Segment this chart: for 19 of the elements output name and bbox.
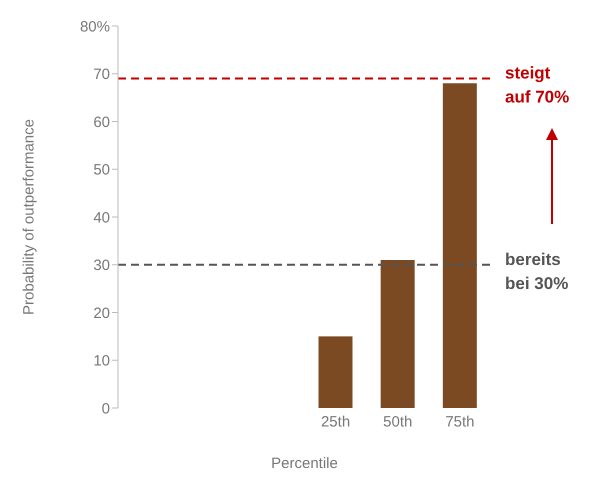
ref-line-label: bereits bei 30% (505, 250, 568, 293)
y-tick-label: 70 (93, 66, 110, 84)
ref-line-label: steigt auf 70% (505, 64, 570, 107)
x-tick-label: 25th (320, 414, 350, 431)
y-tick-label: 50 (93, 162, 110, 179)
x-axis-title: Percentile (271, 455, 338, 472)
x-tick-label: 75th (445, 414, 475, 431)
y-tick-label: 60 (93, 114, 110, 131)
y-tick-label: 30 (93, 257, 110, 274)
x-tick-label: 50th (383, 414, 412, 431)
bar (442, 83, 477, 408)
y-tick-label: 40 (93, 209, 110, 226)
y-tick-label: 0 (102, 400, 110, 418)
y-axis-title: Probability of outperformance (20, 119, 38, 315)
y-tick-label: 20 (93, 304, 110, 322)
y-tick-label: 10 (93, 352, 110, 370)
y-tick-label: 80% (80, 18, 110, 36)
bar (318, 336, 352, 408)
bar (380, 260, 415, 408)
